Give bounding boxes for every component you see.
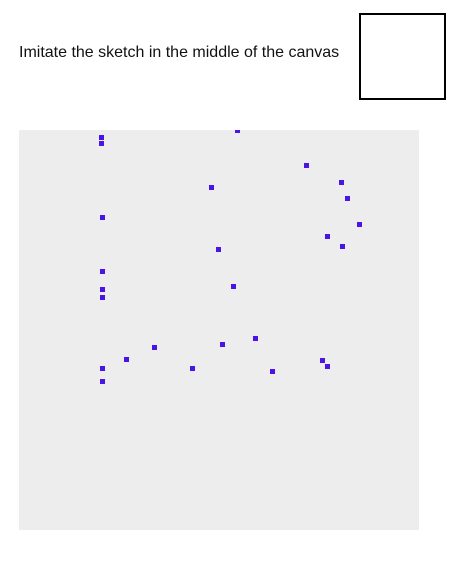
canvas-point — [231, 284, 236, 289]
canvas-point — [100, 379, 105, 384]
canvas-point — [270, 369, 275, 374]
canvas-point — [235, 130, 240, 133]
canvas-point — [216, 247, 221, 252]
canvas-point — [220, 342, 225, 347]
canvas-point — [100, 215, 105, 220]
canvas-point — [320, 358, 325, 363]
canvas-point — [100, 287, 105, 292]
canvas-point — [339, 180, 344, 185]
canvas-point — [124, 357, 129, 362]
canvas-point — [357, 222, 362, 227]
canvas-point — [340, 244, 345, 249]
drawing-canvas[interactable] — [19, 130, 419, 530]
sketch-preview-box — [359, 13, 446, 100]
canvas-point — [345, 196, 350, 201]
canvas-point — [100, 295, 105, 300]
canvas-point — [325, 364, 330, 369]
canvas-point — [190, 366, 195, 371]
canvas-point — [100, 366, 105, 371]
canvas-point — [325, 234, 330, 239]
canvas-point — [209, 185, 214, 190]
task-instruction: Imitate the sketch in the middle of the … — [19, 43, 339, 63]
canvas-point — [152, 345, 157, 350]
canvas-point — [99, 135, 104, 140]
canvas-point — [304, 163, 309, 168]
canvas-point — [99, 141, 104, 146]
canvas-point — [253, 336, 258, 341]
canvas-point — [100, 269, 105, 274]
